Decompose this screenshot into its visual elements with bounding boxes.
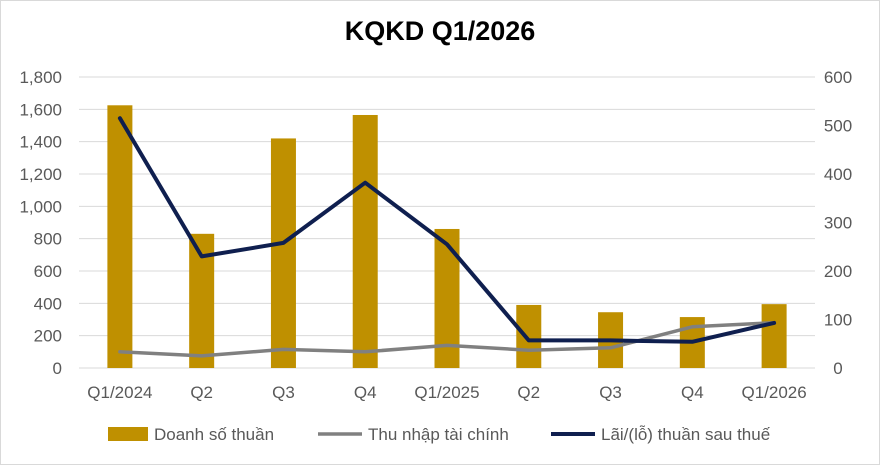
x-tick-label: Q1/2026 (741, 383, 806, 402)
y-right-tick-label: 300 (824, 214, 852, 233)
bar (352, 114, 378, 368)
tick-labels: 0 200 400 600 800 1,000 1,200 1,400 1,600 1,800 0 1… (19, 68, 852, 402)
x-tick-label: Q3 (599, 383, 622, 402)
y-left-tick-label: 1,600 (19, 100, 62, 119)
y-right-tick-label: 100 (824, 311, 852, 330)
lines (117, 116, 777, 358)
x-tick-label: Q1/2024 (87, 383, 152, 402)
y-right-tick-label: 600 (824, 68, 852, 87)
legend-label: Doanh số thuần (154, 425, 274, 444)
chart-title: KQKD Q1/2026 (344, 16, 536, 46)
y-left-tick-label: 1,400 (19, 133, 62, 152)
legend-swatch (108, 427, 148, 441)
y-left-tick-label: 1,200 (19, 165, 62, 184)
legend-label: Thu nhập tài chính (368, 425, 509, 444)
x-tick-label: Q3 (272, 383, 295, 402)
x-tick-label: Q1/2025 (414, 383, 479, 402)
x-tick-label: Q2 (190, 383, 213, 402)
bar (270, 138, 296, 368)
y-left-tick-label: 200 (34, 327, 62, 346)
series-line (117, 116, 777, 344)
y-left-tick-label: 1,800 (19, 68, 62, 87)
series-line (118, 320, 776, 358)
y-left-tick-label: 0 (53, 359, 62, 378)
y-left-tick-label: 400 (34, 294, 62, 313)
y-right-tick-label: 0 (833, 359, 842, 378)
x-tick-label: Q4 (354, 383, 377, 402)
y-left-tick-label: 600 (34, 262, 62, 281)
legend-label: Lãi/(lỗ) thuần sau thuế (601, 425, 771, 444)
bar (761, 304, 787, 368)
y-left-tick-label: 800 (34, 230, 62, 249)
bar (107, 105, 133, 369)
y-right-tick-label: 400 (824, 165, 852, 184)
y-right-tick-label: 200 (824, 262, 852, 281)
x-tick-label: Q2 (517, 383, 540, 402)
bar (516, 304, 542, 368)
y-left-tick-label: 1,000 (19, 197, 62, 216)
legend: Doanh số thuần Thu nhập tài chính Lãi/(lỗ)… (108, 425, 771, 444)
y-right-tick-label: 500 (824, 117, 852, 136)
x-tick-label: Q4 (681, 383, 704, 402)
